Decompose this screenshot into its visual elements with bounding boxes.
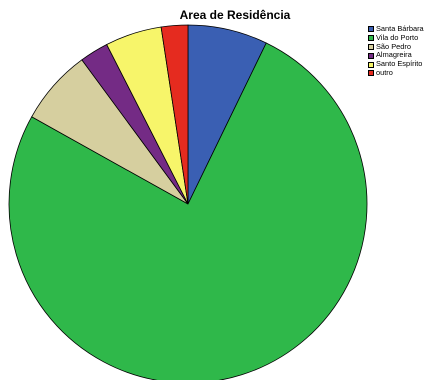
- legend-swatch-5: [368, 70, 374, 77]
- legend-item-3: Almagreira: [368, 51, 432, 60]
- legend: Santa Bárbara Vila do Porto São Pedro Almag…: [368, 24, 432, 78]
- legend-swatch-4: [368, 61, 374, 68]
- legend-label-4: Santo Espírito: [376, 59, 423, 69]
- legend-label-1: Vila do Porto: [376, 32, 419, 42]
- legend-item-4: Santo Espírito: [368, 59, 432, 69]
- legend-item-1: Vila do Porto: [368, 32, 432, 43]
- legend-swatch-2: [368, 43, 374, 50]
- legend-swatch-0: [368, 26, 374, 33]
- pie-slice-1: [8, 42, 368, 380]
- legend-swatch-1: [368, 35, 374, 42]
- legend-label-5: outro: [376, 67, 393, 77]
- legend-item-5: outro: [368, 67, 432, 78]
- legend-swatch-3: [368, 52, 374, 59]
- legend-label-3: Almagreira: [376, 50, 412, 60]
- legend-label-2: São Pedro: [376, 41, 411, 51]
- legend-label-0: Santa Bárbara: [376, 24, 424, 33]
- legend-item-2: São Pedro: [368, 41, 432, 52]
- legend-item-0: Santa Bárbara: [368, 24, 432, 34]
- chart-title: Area de Residência: [179, 8, 291, 22]
- pie-slice-5: [160, 24, 189, 205]
